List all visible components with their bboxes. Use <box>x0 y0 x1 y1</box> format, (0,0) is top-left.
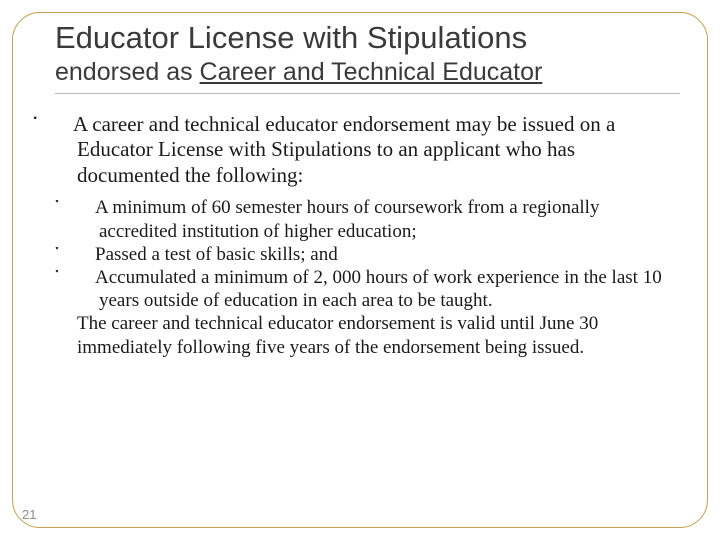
page-number: 21 <box>22 507 36 522</box>
title-divider <box>55 93 680 94</box>
bullet-icon: ་ <box>77 243 95 266</box>
subtitle-underlined: Career and Technical Educator <box>200 58 543 86</box>
main-bullet: ་A career and technical educator endorse… <box>55 112 680 189</box>
bullet-icon: ་ <box>77 266 95 289</box>
sub-bullet: ་A minimum of 60 semester hours of cours… <box>73 196 680 242</box>
sub-bullet-text: Passed a test of basic skills; and <box>95 244 338 265</box>
slide-title: Educator License with Stipulations <box>55 20 680 56</box>
sub-bullet: ་Accumulated a minimum of 2, 000 hours o… <box>73 266 680 312</box>
slide-body: ་A career and technical educator endorse… <box>55 112 680 359</box>
subtitle-prefix: endorsed as <box>55 58 200 86</box>
sub-bullet-text: A minimum of 60 semester hours of course… <box>95 197 599 241</box>
sub-bullet: ་Passed a test of basic skills; and <box>73 243 680 266</box>
slide-content: Educator License with Stipulations endor… <box>55 20 680 359</box>
bullet-icon: ་ <box>55 112 73 138</box>
sub-bullet-text: Accumulated a minimum of 2, 000 hours of… <box>95 267 662 311</box>
slide-subtitle: endorsed as Career and Technical Educato… <box>55 58 680 87</box>
bullet-icon: ་ <box>77 196 95 219</box>
closing-text: The career and technical educator endors… <box>77 312 680 358</box>
main-bullet-text: A career and technical educator endorsem… <box>73 112 615 187</box>
